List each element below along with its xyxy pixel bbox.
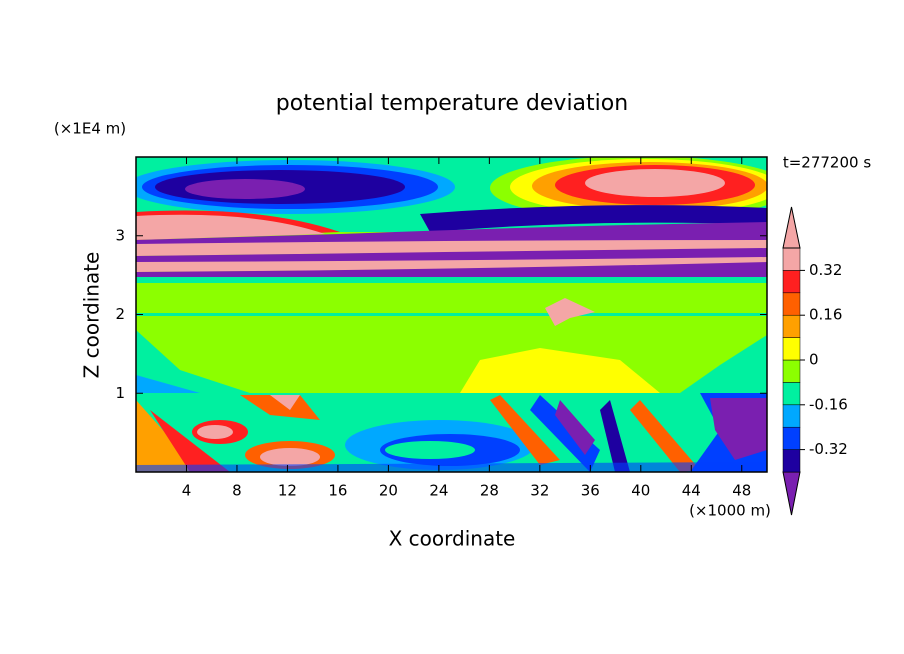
x-tick-label: 28: [480, 482, 499, 500]
x-tick-label: 16: [328, 482, 347, 500]
x-tick-label: 36: [581, 482, 600, 500]
x-unit: (×1000 m): [689, 502, 771, 520]
colorbar-tick-label: -0.32: [809, 440, 848, 458]
contour-field: [136, 157, 767, 472]
colorbar-box: [782, 404, 801, 428]
x-tick-label: 44: [682, 482, 701, 500]
y-tick-label: 2: [115, 305, 125, 323]
colorbar-tick-label: 0: [809, 351, 819, 369]
x-tick-label: 8: [232, 482, 242, 500]
chart-title: potential temperature deviation: [276, 91, 628, 116]
colorbar-box: [782, 449, 801, 473]
colorbar-box: [782, 382, 801, 406]
colorbar-box: [782, 426, 801, 450]
colorbar-tick-label: 0.16: [809, 306, 842, 324]
colorbar-under: [782, 471, 801, 516]
colorbar-box: [782, 292, 801, 316]
x-axis-label: X coordinate: [389, 527, 516, 551]
colorbar-box: [782, 359, 801, 383]
colorbar-box: [782, 247, 801, 271]
colorbar-tick-label: -0.16: [809, 395, 848, 413]
y-tick-label: 1: [115, 384, 125, 402]
colorbar-box: [782, 270, 801, 294]
x-tick-label: 4: [182, 482, 192, 500]
x-tick-label: 40: [631, 482, 650, 500]
y-tick-label: 3: [115, 226, 125, 244]
time-annotation: t=277200 s: [783, 154, 871, 172]
colorbar-tick-label: 0.32: [809, 261, 842, 279]
colorbar-box: [782, 337, 801, 361]
x-tick-label: 24: [429, 482, 448, 500]
x-tick-label: 12: [278, 482, 297, 500]
x-tick-label: 48: [732, 482, 751, 500]
y-unit: (×1E4 m): [54, 120, 126, 138]
colorbar-box: [782, 314, 801, 338]
colorbar-over: [782, 206, 801, 249]
x-tick-label: 20: [379, 482, 398, 500]
y-axis-label: Z coordinate: [80, 252, 104, 379]
x-tick-label: 32: [530, 482, 549, 500]
